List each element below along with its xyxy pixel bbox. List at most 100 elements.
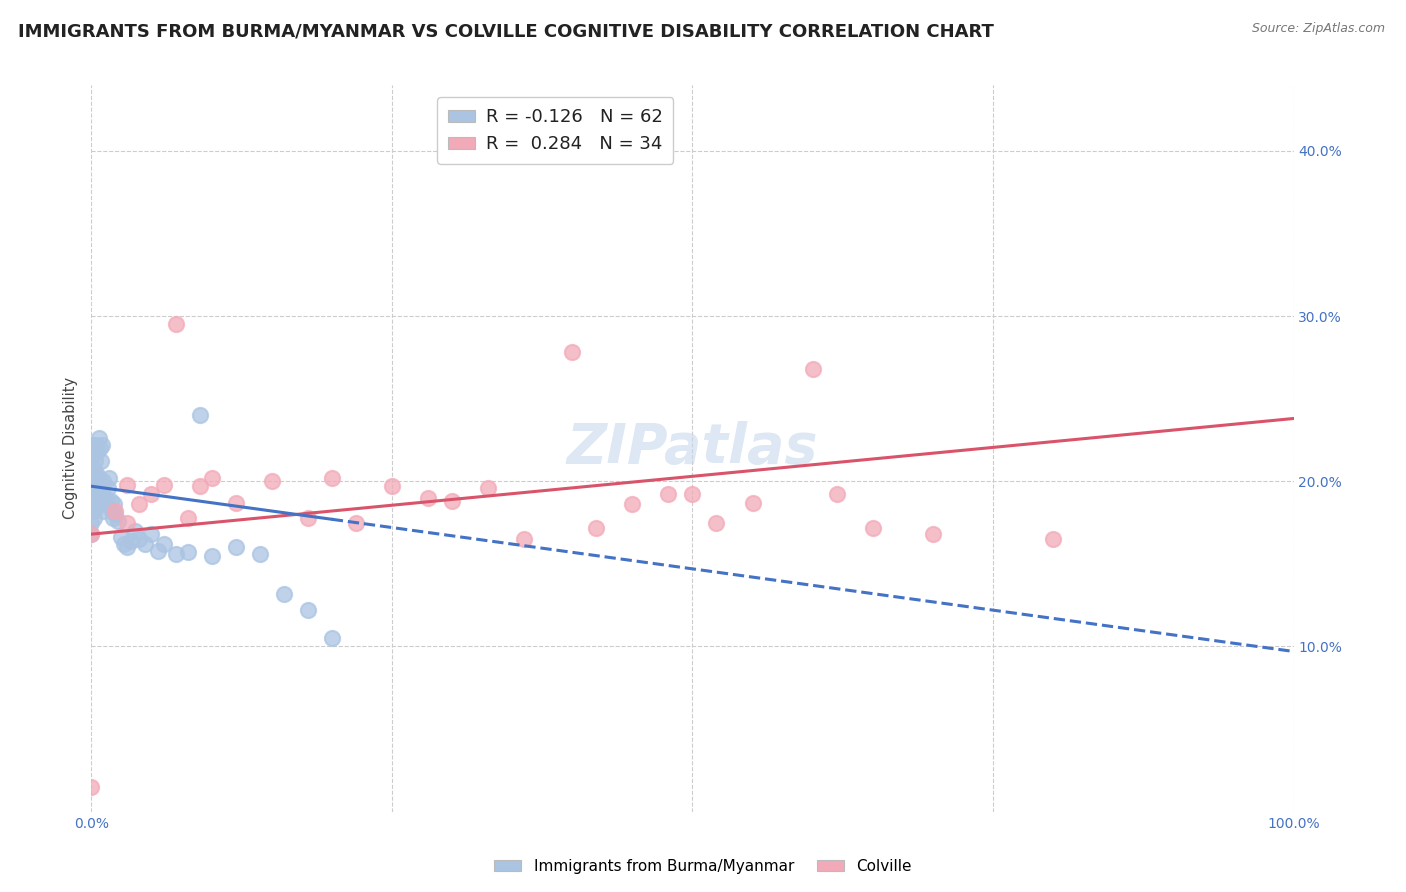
Point xyxy=(80,450,103,464)
Point xyxy=(83,444,105,458)
Point xyxy=(86,499,108,513)
Point xyxy=(117,516,139,530)
Point xyxy=(87,431,110,445)
Point xyxy=(89,442,111,455)
Point xyxy=(225,541,247,555)
Y-axis label: Cognitive Disability: Cognitive Disability xyxy=(63,377,79,519)
Point xyxy=(89,479,111,493)
Point xyxy=(84,502,107,516)
Point xyxy=(297,603,319,617)
Point xyxy=(165,547,187,561)
Text: Source: ZipAtlas.com: Source: ZipAtlas.com xyxy=(1251,22,1385,36)
Point xyxy=(825,487,848,501)
Point xyxy=(104,508,127,522)
Point xyxy=(110,531,132,545)
Point xyxy=(141,487,163,501)
Point xyxy=(84,469,107,483)
Point xyxy=(98,471,121,485)
Point xyxy=(249,547,271,561)
Point xyxy=(83,471,105,485)
Point xyxy=(93,504,115,518)
Point xyxy=(176,545,198,559)
Point xyxy=(86,479,108,493)
Point xyxy=(91,483,114,497)
Point xyxy=(84,486,107,500)
Legend: Immigrants from Burma/Myanmar, Colville: Immigrants from Burma/Myanmar, Colville xyxy=(488,853,918,880)
Point xyxy=(801,362,824,376)
Point xyxy=(176,510,198,524)
Point xyxy=(1042,532,1064,546)
Point xyxy=(741,496,763,510)
Point xyxy=(141,527,163,541)
Point xyxy=(188,479,211,493)
Text: IMMIGRANTS FROM BURMA/MYANMAR VS COLVILLE COGNITIVE DISABILITY CORRELATION CHART: IMMIGRANTS FROM BURMA/MYANMAR VS COLVILL… xyxy=(18,22,994,40)
Point xyxy=(107,514,129,528)
Point xyxy=(260,475,283,489)
Point xyxy=(188,408,211,422)
Point xyxy=(80,516,103,530)
Point xyxy=(84,466,107,480)
Point xyxy=(585,520,607,534)
Point xyxy=(225,496,247,510)
Point xyxy=(84,481,107,495)
Point xyxy=(103,497,125,511)
Point xyxy=(80,527,103,541)
Point xyxy=(201,549,224,563)
Text: ZIPatlas: ZIPatlas xyxy=(567,421,818,475)
Point xyxy=(101,510,124,524)
Point xyxy=(84,438,107,452)
Point xyxy=(100,494,122,508)
Point xyxy=(82,461,104,475)
Point xyxy=(80,491,103,505)
Point xyxy=(101,504,124,518)
Point xyxy=(344,516,367,530)
Point xyxy=(90,454,112,468)
Point xyxy=(80,780,103,794)
Point xyxy=(87,471,110,485)
Point xyxy=(97,481,120,495)
Point xyxy=(621,497,644,511)
Point xyxy=(862,520,884,534)
Point xyxy=(657,487,679,501)
Point xyxy=(117,541,139,555)
Point xyxy=(681,487,703,501)
Point xyxy=(83,487,105,501)
Point xyxy=(128,497,150,511)
Point xyxy=(152,477,174,491)
Point xyxy=(134,537,156,551)
Point xyxy=(706,516,728,530)
Point xyxy=(82,504,104,518)
Point xyxy=(104,504,127,518)
Point xyxy=(273,587,295,601)
Point xyxy=(96,497,118,511)
Point xyxy=(117,477,139,491)
Point xyxy=(297,510,319,524)
Point xyxy=(416,491,439,505)
Point xyxy=(82,477,104,491)
Point xyxy=(83,510,105,524)
Point xyxy=(124,524,146,538)
Point xyxy=(80,466,103,480)
Point xyxy=(112,537,135,551)
Point xyxy=(93,475,115,489)
Point xyxy=(84,454,107,468)
Point xyxy=(321,471,343,485)
Point xyxy=(513,532,536,546)
Point xyxy=(477,481,499,495)
Point xyxy=(152,537,174,551)
Point xyxy=(146,543,169,558)
Legend: R = -0.126   N = 62, R =  0.284   N = 34: R = -0.126 N = 62, R = 0.284 N = 34 xyxy=(437,97,673,164)
Point xyxy=(440,494,463,508)
Point xyxy=(80,527,103,541)
Point xyxy=(381,479,404,493)
Point xyxy=(93,491,115,505)
Point xyxy=(321,632,343,646)
Point xyxy=(94,494,117,508)
Point xyxy=(128,532,150,546)
Point xyxy=(922,527,945,541)
Point xyxy=(120,533,142,548)
Point xyxy=(91,438,114,452)
Point xyxy=(82,438,104,452)
Point xyxy=(561,345,583,359)
Point xyxy=(201,471,224,485)
